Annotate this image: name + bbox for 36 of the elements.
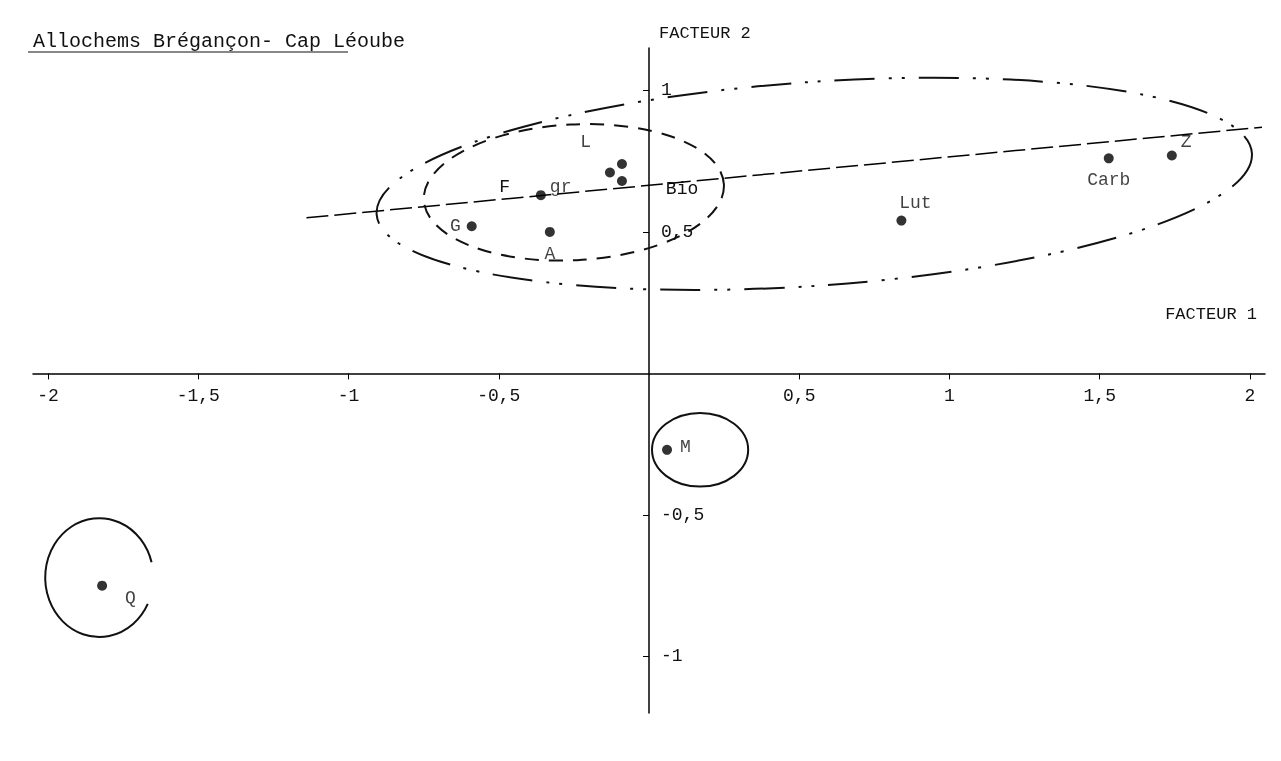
data-label: G [449,216,461,237]
point [896,215,907,226]
y-tick-label: -1 [661,646,683,667]
data-label: Carb [1087,170,1131,191]
point [1103,153,1114,164]
x-tick-label: 1,5 [1083,386,1116,407]
x-tick-label: -0,5 [477,386,521,407]
point [616,159,627,170]
x-tick-label: 1 [944,386,955,407]
x-tick-label: -2 [37,386,59,407]
data-label: A [544,243,556,264]
data-label: gr [549,177,572,198]
x-tick-label: 0,5 [783,386,816,407]
data-label: Lut [899,192,932,213]
x-tick-label: -1,5 [176,386,220,407]
data-label: Z [1180,131,1192,152]
x-axis-title: FACTEUR 1 [1165,305,1257,325]
point [1166,150,1177,161]
y-tick-label: 1 [661,80,672,101]
y-tick-label: 0,5 [661,221,694,242]
annotation: Bio [665,179,699,200]
point [662,444,673,455]
point [466,221,477,232]
point [544,226,555,237]
y-axis-title: FACTEUR 2 [659,24,751,43]
chart-title: Allochems Brégançon- Cap Léoube [33,29,406,53]
data-label: L [580,132,591,153]
x-tick-label: -1 [337,386,360,407]
data-label: M [680,436,691,457]
point [604,167,615,178]
annotation: F [499,176,511,197]
point [97,580,108,591]
data-label: Q [125,587,136,608]
point [616,176,627,186]
x-tick-label: 2 [1244,386,1256,407]
y-tick-label: -0,5 [661,504,705,525]
